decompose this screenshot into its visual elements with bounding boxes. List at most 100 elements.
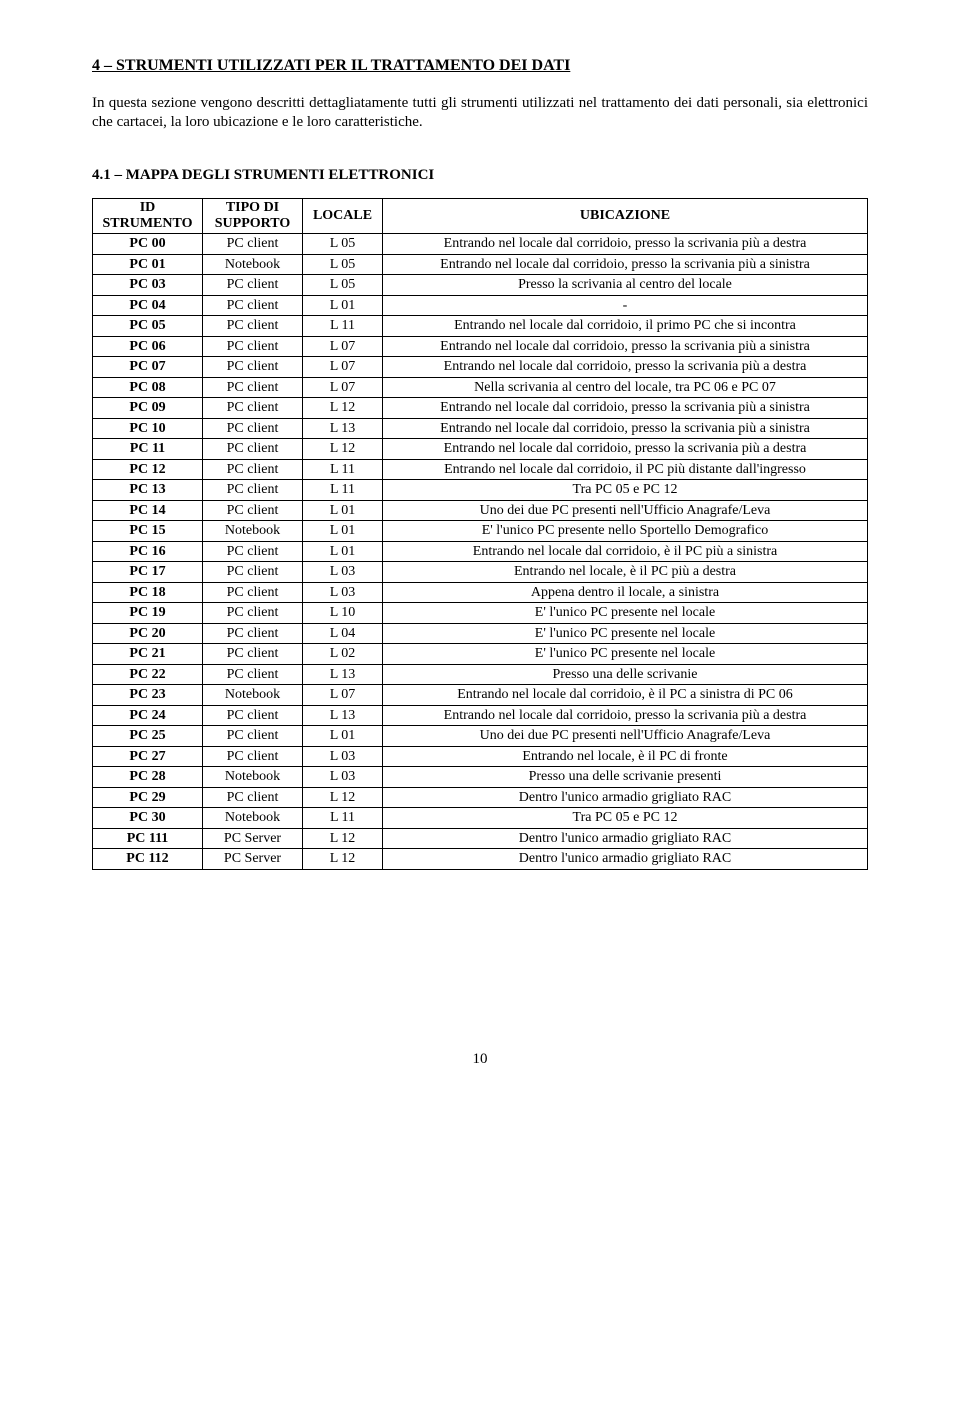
cell-ubicazione: Presso una delle scrivanie presenti <box>383 767 868 788</box>
cell-tipo: PC client <box>203 336 303 357</box>
cell-id: PC 04 <box>93 295 203 316</box>
cell-id: PC 112 <box>93 849 203 870</box>
cell-tipo: PC client <box>203 275 303 296</box>
col-header-id-l1: ID <box>140 200 156 215</box>
cell-tipo: PC client <box>203 357 303 378</box>
cell-ubicazione: E' l'unico PC presente nel locale <box>383 623 868 644</box>
cell-locale: L 07 <box>303 377 383 398</box>
cell-id: PC 12 <box>93 459 203 480</box>
cell-tipo: Notebook <box>203 521 303 542</box>
cell-locale: L 01 <box>303 521 383 542</box>
cell-ubicazione: Entrando nel locale dal corridoio, press… <box>383 418 868 439</box>
cell-ubicazione: - <box>383 295 868 316</box>
cell-ubicazione: Presso la scrivania al centro del locale <box>383 275 868 296</box>
cell-id: PC 00 <box>93 234 203 255</box>
cell-id: PC 111 <box>93 828 203 849</box>
cell-id: PC 01 <box>93 254 203 275</box>
col-header-tipo-l2: SUPPORTO <box>215 216 290 231</box>
cell-ubicazione: Entrando nel locale dal corridoio, press… <box>383 398 868 419</box>
cell-id: PC 28 <box>93 767 203 788</box>
table-row: PC 24PC clientL 13Entrando nel locale da… <box>93 705 868 726</box>
table-row: PC 00PC clientL 05Entrando nel locale da… <box>93 234 868 255</box>
table-row: PC 21PC clientL 02E' l'unico PC presente… <box>93 644 868 665</box>
cell-ubicazione: E' l'unico PC presente nel locale <box>383 603 868 624</box>
cell-ubicazione: E' l'unico PC presente nello Sportello D… <box>383 521 868 542</box>
cell-locale: L 05 <box>303 234 383 255</box>
cell-id: PC 10 <box>93 418 203 439</box>
cell-id: PC 30 <box>93 808 203 829</box>
cell-locale: L 13 <box>303 664 383 685</box>
section-title: 4 – STRUMENTI UTILIZZATI PER IL TRATTAME… <box>92 56 868 76</box>
table-row: PC 05PC clientL 11Entrando nel locale da… <box>93 316 868 337</box>
cell-ubicazione: Tra PC 05 e PC 12 <box>383 480 868 501</box>
cell-tipo: PC client <box>203 500 303 521</box>
cell-locale: L 03 <box>303 746 383 767</box>
cell-ubicazione: Uno dei due PC presenti nell'Ufficio Ana… <box>383 500 868 521</box>
cell-locale: L 10 <box>303 603 383 624</box>
table-row: PC 15NotebookL 01E' l'unico PC presente … <box>93 521 868 542</box>
cell-tipo: PC client <box>203 726 303 747</box>
cell-locale: L 12 <box>303 787 383 808</box>
cell-locale: L 12 <box>303 398 383 419</box>
cell-locale: L 11 <box>303 316 383 337</box>
table-row: PC 30NotebookL 11Tra PC 05 e PC 12 <box>93 808 868 829</box>
cell-ubicazione: Entrando nel locale dal corridoio, press… <box>383 705 868 726</box>
table-row: PC 12PC clientL 11Entrando nel locale da… <box>93 459 868 480</box>
cell-ubicazione: Dentro l'unico armadio grigliato RAC <box>383 787 868 808</box>
table-row: PC 09PC clientL 12Entrando nel locale da… <box>93 398 868 419</box>
cell-id: PC 21 <box>93 644 203 665</box>
cell-locale: L 01 <box>303 500 383 521</box>
table-row: PC 04PC clientL 01- <box>93 295 868 316</box>
cell-tipo: PC client <box>203 316 303 337</box>
cell-locale: L 13 <box>303 418 383 439</box>
cell-locale: L 11 <box>303 480 383 501</box>
cell-locale: L 11 <box>303 459 383 480</box>
cell-tipo: PC client <box>203 541 303 562</box>
table-row: PC 23NotebookL 07Entrando nel locale dal… <box>93 685 868 706</box>
cell-tipo: Notebook <box>203 254 303 275</box>
cell-locale: L 07 <box>303 685 383 706</box>
table-row: PC 10PC clientL 13Entrando nel locale da… <box>93 418 868 439</box>
col-header-tipo-l1: TIPO DI <box>226 200 279 215</box>
cell-ubicazione: Entrando nel locale dal corridoio, è il … <box>383 541 868 562</box>
col-header-id-l2: STRUMENTO <box>103 216 193 231</box>
table-row: PC 18PC clientL 03Appena dentro il local… <box>93 582 868 603</box>
cell-locale: L 12 <box>303 828 383 849</box>
cell-tipo: PC client <box>203 705 303 726</box>
cell-id: PC 08 <box>93 377 203 398</box>
cell-ubicazione: Entrando nel locale dal corridoio, press… <box>383 439 868 460</box>
table-row: PC 25PC clientL 01Uno dei due PC present… <box>93 726 868 747</box>
cell-locale: L 03 <box>303 767 383 788</box>
table-row: PC 19PC clientL 10E' l'unico PC presente… <box>93 603 868 624</box>
table-header-row: ID STRUMENTO TIPO DI SUPPORTO LOCALE UBI… <box>93 199 868 234</box>
cell-locale: L 11 <box>303 808 383 829</box>
cell-tipo: Notebook <box>203 685 303 706</box>
cell-id: PC 29 <box>93 787 203 808</box>
cell-tipo: PC client <box>203 644 303 665</box>
cell-ubicazione: Entrando nel locale dal corridoio, press… <box>383 336 868 357</box>
cell-tipo: Notebook <box>203 808 303 829</box>
table-row: PC 06PC clientL 07Entrando nel locale da… <box>93 336 868 357</box>
cell-id: PC 15 <box>93 521 203 542</box>
table-row: PC 07PC clientL 07Entrando nel locale da… <box>93 357 868 378</box>
cell-locale: L 01 <box>303 295 383 316</box>
cell-ubicazione: Entrando nel locale dal corridoio, press… <box>383 357 868 378</box>
cell-tipo: PC client <box>203 459 303 480</box>
cell-locale: L 03 <box>303 562 383 583</box>
cell-tipo: Notebook <box>203 767 303 788</box>
cell-locale: L 01 <box>303 541 383 562</box>
table-row: PC 11PC clientL 12Entrando nel locale da… <box>93 439 868 460</box>
cell-id: PC 17 <box>93 562 203 583</box>
cell-locale: L 12 <box>303 439 383 460</box>
cell-ubicazione: Tra PC 05 e PC 12 <box>383 808 868 829</box>
subsection-title: 4.1 – MAPPA DEGLI STRUMENTI ELETTRONICI <box>92 166 868 185</box>
table-row: PC 20PC clientL 04E' l'unico PC presente… <box>93 623 868 644</box>
cell-id: PC 20 <box>93 623 203 644</box>
cell-ubicazione: E' l'unico PC presente nel locale <box>383 644 868 665</box>
cell-locale: L 13 <box>303 705 383 726</box>
cell-ubicazione: Entrando nel locale dal corridoio, è il … <box>383 685 868 706</box>
col-header-locale-l1: LOCALE <box>313 208 372 223</box>
cell-ubicazione: Entrando nel locale dal corridoio, il pr… <box>383 316 868 337</box>
cell-tipo: PC Server <box>203 828 303 849</box>
cell-tipo: PC client <box>203 562 303 583</box>
